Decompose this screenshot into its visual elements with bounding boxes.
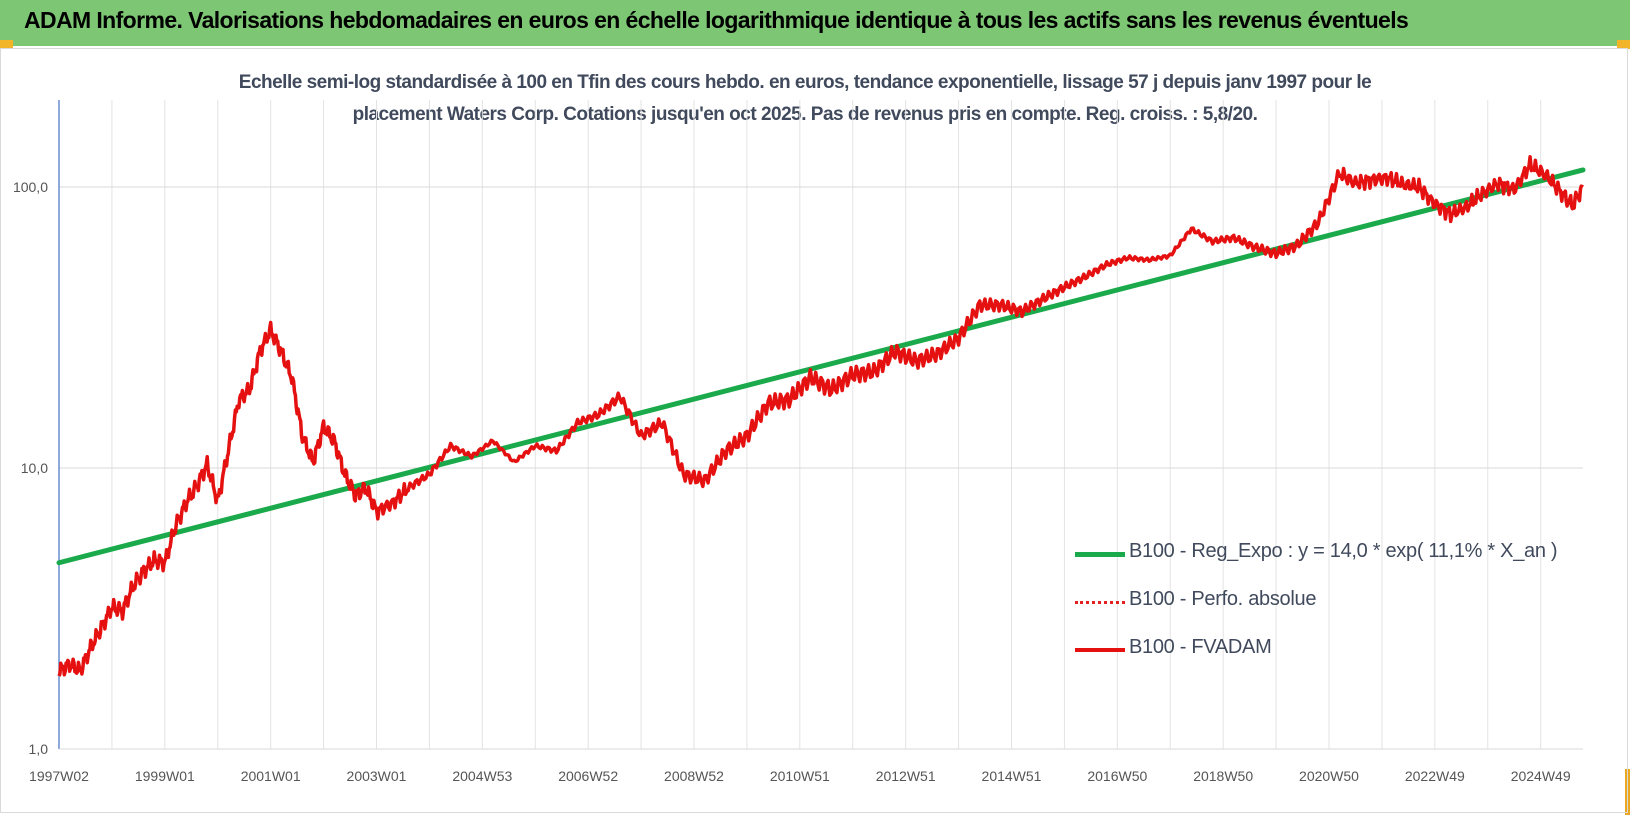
legend-label-perf: B100 - Perfo. absolue [1129,588,1317,610]
report-banner: ADAM Informe. Valorisations hebdomadaire… [0,0,1630,46]
x-tick-label: 2010W51 [770,768,830,784]
series-fvadam-line [57,155,1584,677]
x-tick-label: 2024W49 [1511,768,1571,784]
x-tick-label: 2008W52 [664,768,724,784]
x-tick-label: 2001W01 [241,768,301,784]
x-tick-label: 2006W52 [558,768,618,784]
legend-swatch-perf [1075,601,1125,604]
chart-frame [0,48,1628,813]
x-tick-label: 2022W49 [1405,768,1465,784]
report-title: ADAM Informe. Valorisations hebdomadaire… [24,7,1409,33]
x-tick-label: 2018W50 [1193,768,1253,784]
chart-title-line-1: Echelle semi-log standardisée à 100 en T… [238,72,1372,93]
chart-title-line-2: placement Waters Corp. Cotations jusqu'e… [352,104,1258,125]
corner-marker-right [1617,40,1630,49]
x-tick-label: 2003W01 [347,768,407,784]
legend-swatch-trend [1075,552,1125,557]
legend-label-trend: B100 - Reg_Expo : y = 14,0 * exp( 11,1% … [1129,540,1558,562]
y-tick-label: 100,0 [13,179,48,195]
x-tick-label: 2012W51 [876,768,936,784]
legend-swatch-fvadam [1075,648,1125,652]
x-tick-label: 2004W53 [452,768,512,784]
corner-marker-left [0,40,13,49]
x-tick-label: 2020W50 [1299,768,1359,784]
x-tick-label: 2014W51 [982,768,1042,784]
series-trend-line [56,167,1586,566]
y-tick-label: 10,0 [21,460,48,476]
x-tick-label: 2016W50 [1087,768,1147,784]
y-tick-label: 1,0 [29,741,49,757]
x-tick-label: 1997W02 [29,768,89,784]
legend-label-fvadam: B100 - FVADAM [1129,636,1272,658]
x-tick-label: 1999W01 [135,768,195,784]
